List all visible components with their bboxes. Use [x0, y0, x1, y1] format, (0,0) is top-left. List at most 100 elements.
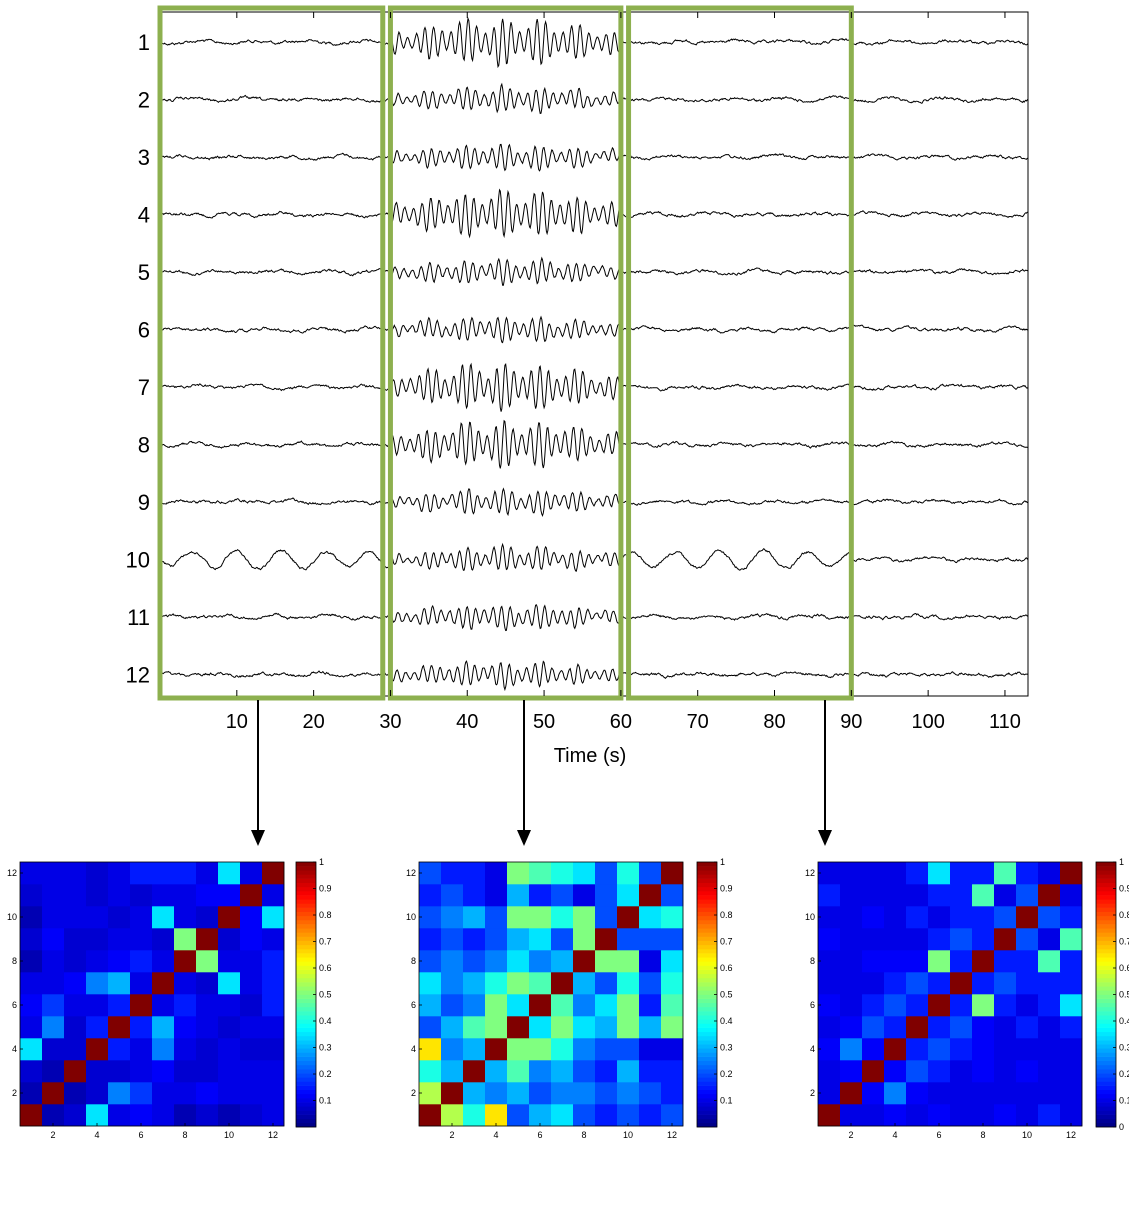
heatmap-3-cell-8-2: [840, 950, 863, 973]
heatmap-1-cell-11-5: [108, 884, 131, 907]
colorbar-3-step: [1096, 1019, 1116, 1024]
colorbar-1-step: [296, 862, 316, 867]
heatmap-2-cell-1-12: [661, 1104, 684, 1127]
colorbar-3-step: [1096, 998, 1116, 1004]
colorbar-3-step: [1096, 1048, 1116, 1053]
colorbar-3-step: [1096, 1056, 1116, 1062]
colorbar-2-step: [697, 1098, 717, 1103]
heatmap-2-cell-3-5: [507, 1060, 530, 1083]
heatmap-1-cell-11-6: [130, 884, 153, 907]
heatmap-2-cell-5-3: [463, 1016, 486, 1039]
colorbar-2-step: [697, 973, 717, 979]
heatmap-1-cell-3-3: [64, 1060, 87, 1083]
heatmap-3-cell-2-11: [1038, 1082, 1061, 1105]
heatmap-2-cell-6-3: [463, 994, 486, 1017]
heatmap-1-cell-2-10: [218, 1082, 241, 1105]
heatmap-1-cell-7-8: [174, 972, 197, 995]
heatmap-3-ytick-2: 2: [810, 1088, 815, 1098]
heatmap-2-cell-11-4: [485, 884, 508, 907]
colorbar-3-step: [1096, 899, 1116, 904]
heatmap-1-cell-10-3: [64, 906, 87, 929]
heatmap-1-ytick-12: 12: [7, 868, 17, 878]
heatmap-3-cell-3-8: [972, 1060, 995, 1083]
heatmap-3-cell-6-9: [994, 994, 1017, 1017]
colorbar-2-step: [697, 1023, 717, 1028]
heatmap-2-cell-12-9: [595, 862, 618, 885]
colorbar-1-step: [296, 928, 316, 933]
heatmap-3-cell-4-6: [928, 1038, 951, 1061]
colorbar-3-step: [1096, 915, 1116, 921]
colorbar-3-tick-0.6: 0.6: [1119, 963, 1129, 973]
channel-label-6: 6: [138, 318, 150, 343]
colorbar-2-step: [697, 874, 717, 879]
heatmap-2-cell-5-9: [595, 1016, 618, 1039]
colorbar-3-step: [1096, 1122, 1116, 1128]
heatmap-3-cell-9-7: [950, 928, 973, 951]
heatmap-3-cell-4-4: [884, 1038, 907, 1061]
heatmap-1-cell-6-7: [152, 994, 175, 1017]
colorbar-3-step: [1096, 1118, 1116, 1124]
colorbar-3-step: [1096, 977, 1116, 983]
heatmap-1-frame: [19, 861, 285, 1127]
heatmap-1-cell-4-8: [174, 1038, 197, 1061]
heatmap-2-cell-8-12: [661, 950, 684, 973]
colorbar-1-step: [296, 882, 316, 888]
arrow-head-1: [251, 830, 265, 846]
heatmap-2-ytick-6: 6: [411, 1000, 416, 1010]
heatmap-2-cell-11-9: [595, 884, 618, 907]
heatmap-1-cell-10-9: [196, 906, 219, 929]
heatmap-3-cell-10-1: [818, 906, 841, 929]
colorbar-2-step: [697, 982, 717, 987]
colorbar-2-step: [697, 1102, 717, 1107]
heatmap-2-cell-7-3: [463, 972, 486, 995]
heatmap-3-cell-2-1: [818, 1082, 841, 1105]
channel-label-5: 5: [138, 260, 150, 285]
heatmap-1-cell-12-4: [86, 862, 109, 885]
colorbar-2-step: [697, 1011, 717, 1016]
time-tick-label-10: 10: [226, 711, 248, 733]
colorbar-1-step: [296, 1060, 316, 1066]
heatmap-2-cell-4-2: [441, 1038, 464, 1061]
heatmap-3-cell-3-5: [906, 1060, 929, 1083]
colorbar-3-tick-0.7: 0.7: [1119, 937, 1129, 947]
eeg-trace-channel-11: [159, 604, 1029, 632]
heatmap-2-cell-11-10: [617, 884, 640, 907]
heatmap-1-cell-4-1: [20, 1038, 43, 1061]
heatmap-1-cell-1-8: [174, 1104, 197, 1127]
heatmap-1-cell-3-11: [240, 1060, 263, 1083]
heatmap-3-cell-7-7: [950, 972, 973, 995]
colorbar-3-step: [1096, 957, 1116, 962]
heatmap-3-cell-11-6: [928, 884, 951, 907]
heatmap-2-cell-4-1: [419, 1038, 442, 1061]
heatmap-1-cell-3-7: [152, 1060, 175, 1083]
heatmap-1-cell-5-6: [130, 1016, 153, 1039]
heatmap-2-cell-6-6: [529, 994, 552, 1017]
heatmap-2-cell-2-3: [463, 1082, 486, 1105]
heatmap-2-cell-1-3: [463, 1104, 486, 1127]
colorbar-1-step: [296, 990, 316, 995]
channel-label-10: 10: [126, 548, 150, 573]
heatmap-3-cell-7-11: [1038, 972, 1061, 995]
colorbar-3-step: [1096, 1064, 1116, 1070]
heatmap-3-xtick-12: 12: [1066, 1130, 1076, 1140]
heatmap-1-cell-1-1: [20, 1104, 43, 1127]
colorbar-1-tick-1: 1: [319, 857, 324, 867]
heatmap-2-cell-9-10: [617, 928, 640, 951]
heatmap-2-cell-11-6: [529, 884, 552, 907]
heatmap-2-ytick-2: 2: [411, 1088, 416, 1098]
heatmap-2-ytick-8: 8: [411, 956, 416, 966]
heatmap-3-cell-3-10: [1016, 1060, 1039, 1083]
colorbar-1-step: [296, 1019, 316, 1024]
heatmap-1-cell-4-10: [218, 1038, 241, 1061]
colorbar-1-step: [296, 1110, 316, 1115]
heatmap-2-cell-10-11: [639, 906, 662, 929]
heatmap-1-cell-7-11: [240, 972, 263, 995]
colorbar-3-step: [1096, 1102, 1116, 1107]
colorbar-3-step: [1096, 969, 1116, 975]
colorbar-3-tick-0.9: 0.9: [1119, 884, 1129, 894]
heatmap-2-cell-7-11: [639, 972, 662, 995]
heatmap-1-cell-4-5: [108, 1038, 131, 1061]
heatmap-1-cell-8-7: [152, 950, 175, 973]
heatmap-3-cell-1-2: [840, 1104, 863, 1127]
